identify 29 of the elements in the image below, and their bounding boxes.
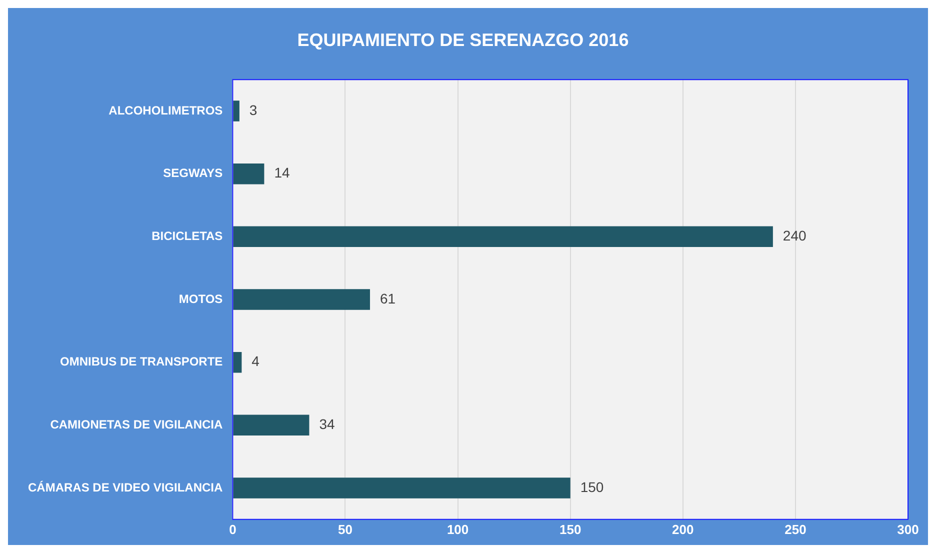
data-label: 61 (380, 290, 396, 306)
y-tick-label: MOTOS (178, 292, 223, 306)
y-tick-label: BICICLETAS (152, 228, 223, 243)
bar (233, 289, 370, 310)
data-label: 3 (249, 102, 258, 118)
x-tick-label: 50 (338, 522, 352, 537)
data-label: 150 (580, 478, 604, 495)
bar (233, 478, 570, 498)
y-tick-label: OMNIBUS DE TRANSPORTE (60, 354, 223, 369)
bar (233, 163, 264, 184)
data-label: 4 (252, 353, 260, 370)
data-label: 34 (319, 416, 335, 432)
bar (233, 226, 773, 248)
y-tick-label: ALCOHOLIMETROS (108, 103, 223, 118)
x-tick-label: 200 (672, 522, 694, 537)
bar (233, 100, 240, 122)
y-tick-label: SEGWAYS (163, 166, 223, 180)
x-tick-label: 150 (559, 522, 582, 537)
x-tick-label: 250 (784, 522, 806, 537)
bar (233, 352, 242, 373)
x-tick-label: 300 (897, 522, 919, 537)
x-tick-label: 100 (446, 522, 469, 537)
y-tick-label: CAMIONETAS DE VIGILANCIA (50, 417, 224, 432)
y-tick-label: CÁMARAS DE VIDEO VIGILANCIA (28, 480, 223, 494)
x-tick-label: 0 (229, 522, 236, 537)
data-label: 14 (274, 164, 290, 181)
chart-title: EQUIPAMIENTO DE SERENAZGO 2016 (297, 30, 629, 50)
bar (233, 414, 310, 436)
data-label: 240 (782, 228, 807, 244)
